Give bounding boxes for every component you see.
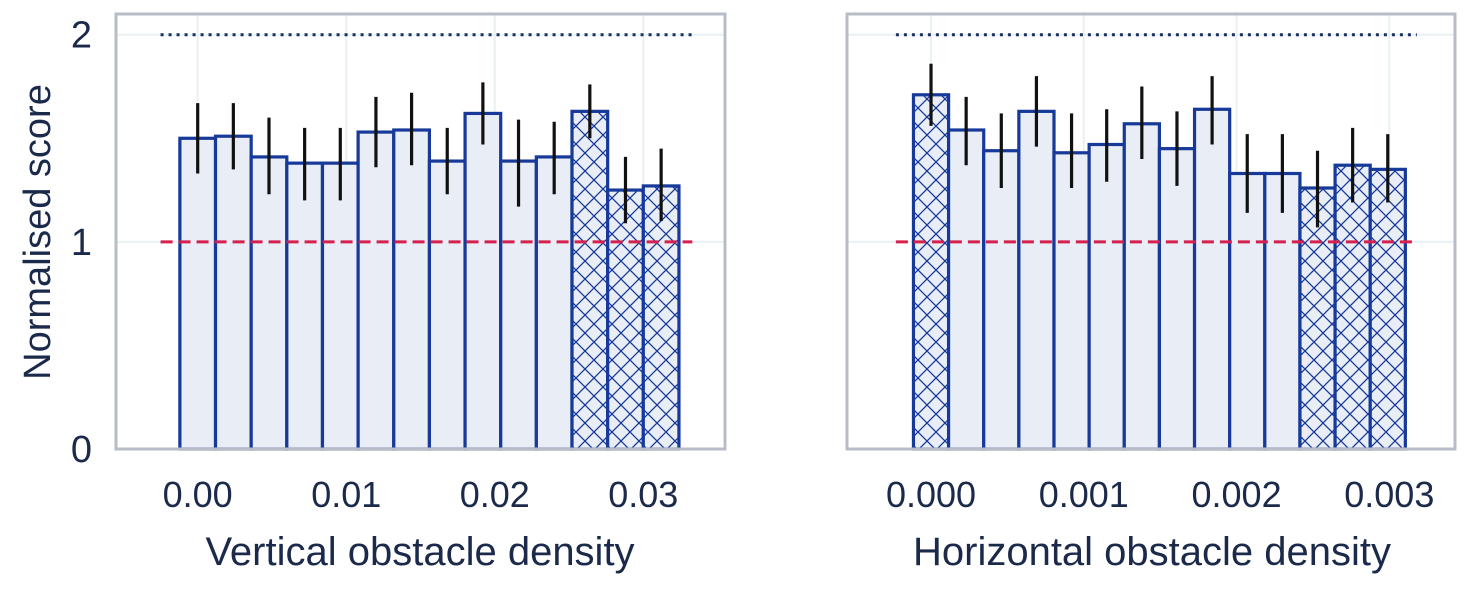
- x-tick-label: 0.003: [1344, 474, 1434, 515]
- y-tick-label: 0: [71, 429, 92, 471]
- bar-1: [948, 130, 984, 449]
- bar-6: [1124, 123, 1160, 450]
- bar-1: [215, 136, 252, 449]
- x-tick-label: 0.03: [608, 474, 678, 515]
- x-tick-label: 0.001: [1039, 474, 1129, 515]
- bar-2: [251, 156, 287, 449]
- bar-4: [322, 163, 359, 449]
- bar-5: [358, 132, 394, 450]
- x-tick-label: 0.01: [311, 474, 381, 515]
- bar-hatch-11: [1299, 188, 1336, 449]
- x-tick-label: 0.02: [460, 474, 530, 515]
- bar-2: [983, 150, 1019, 449]
- x-tick-label: 0.00: [163, 474, 233, 515]
- bar-7: [429, 161, 466, 450]
- x-tick-label: 0.002: [1192, 474, 1282, 515]
- bar-9: [500, 161, 537, 450]
- y-tick-label: 1: [71, 222, 92, 264]
- right-panel: 0.000 0.001 0.002 0.003: [845, 12, 1457, 515]
- bar-9: [1229, 173, 1265, 449]
- bar-10: [536, 156, 573, 449]
- x-tick-label: 0.000: [886, 474, 976, 515]
- y-axis-label: Normalised score: [17, 84, 59, 380]
- bar-10: [1264, 173, 1300, 449]
- x-axis-label-right: Horizontal obstacle density: [913, 530, 1391, 574]
- bar-7: [1159, 148, 1195, 449]
- bar-5: [1089, 144, 1125, 449]
- x-axis-label-left: Vertical obstacle density: [205, 530, 634, 574]
- bar-hatch-11: [572, 111, 608, 449]
- bar-hatch-13: [643, 185, 679, 449]
- axes-frame: [845, 12, 1457, 451]
- bar-6: [393, 130, 430, 449]
- y-tick-label: 2: [71, 15, 92, 57]
- bar-8: [1194, 109, 1230, 450]
- bar-hatch-13: [1370, 169, 1406, 449]
- left-panel: 0.00 0.01 0.02 0.03 0 1 2: [71, 12, 727, 515]
- axes-frame: [114, 12, 727, 451]
- bar-hatch-12: [607, 190, 644, 450]
- bar-8: [465, 113, 501, 449]
- bar-0: [179, 138, 216, 450]
- bar-3: [1018, 111, 1054, 449]
- bar-3: [286, 163, 323, 449]
- bar-4: [1053, 152, 1090, 450]
- bar-hatch-0: [913, 94, 949, 450]
- bar-hatch-12: [1335, 165, 1371, 449]
